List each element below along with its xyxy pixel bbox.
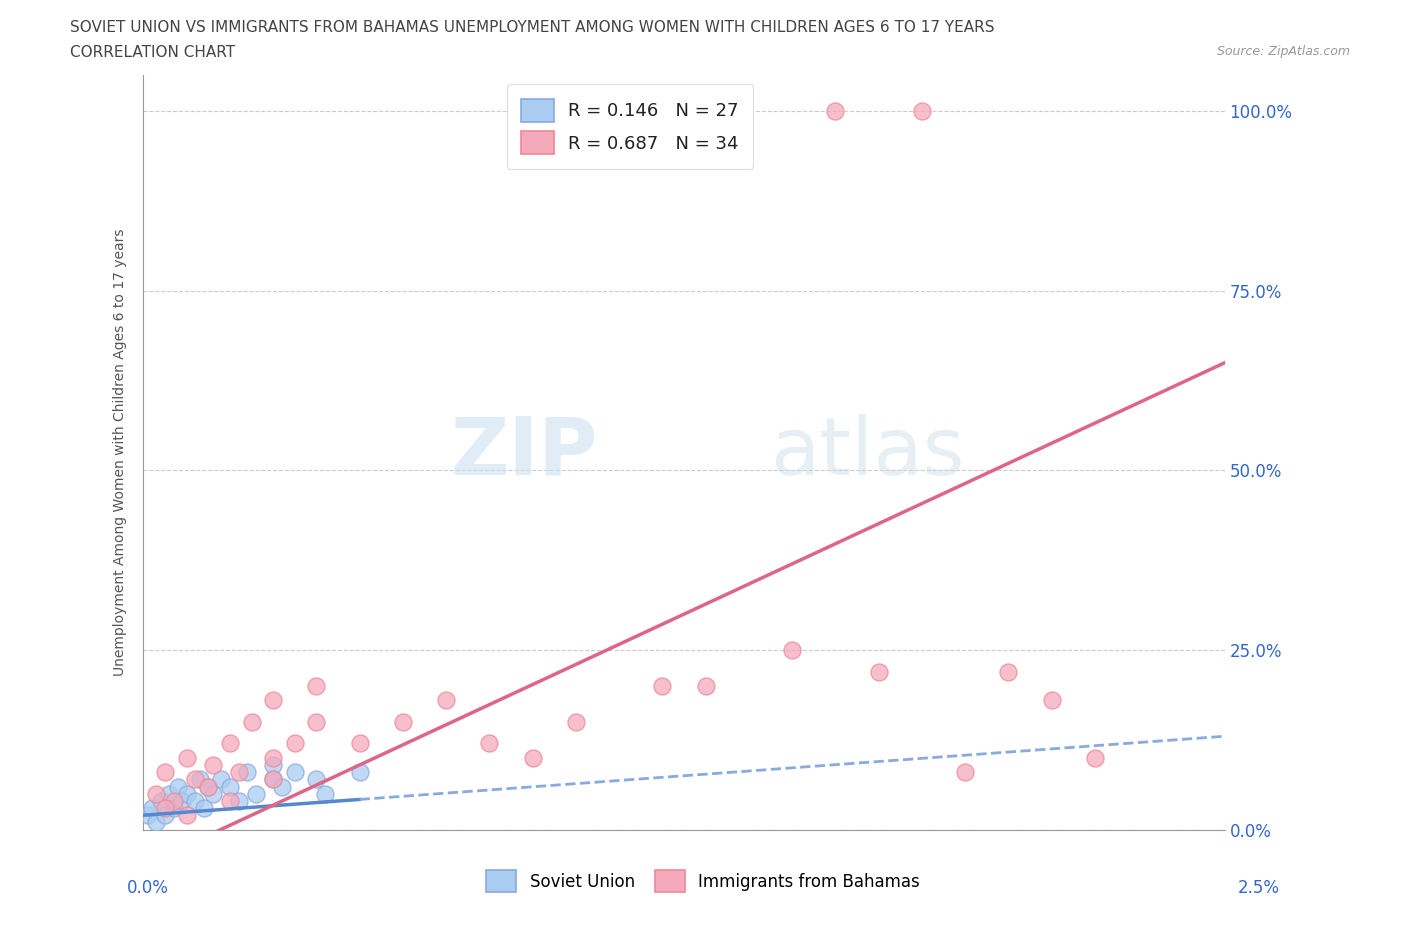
Point bbox=[262, 758, 284, 773]
Point bbox=[314, 786, 336, 801]
Point bbox=[284, 736, 307, 751]
Point bbox=[145, 786, 167, 801]
Y-axis label: Unemployment Among Women with Children Ages 6 to 17 years: Unemployment Among Women with Children A… bbox=[114, 229, 128, 676]
Point bbox=[219, 736, 242, 751]
Point bbox=[434, 693, 457, 708]
Point bbox=[911, 104, 934, 119]
Point bbox=[240, 714, 263, 729]
Text: ZIP: ZIP bbox=[450, 414, 598, 492]
Point bbox=[262, 772, 284, 787]
Point bbox=[228, 764, 250, 779]
Point bbox=[184, 772, 207, 787]
Point bbox=[197, 779, 219, 794]
Point bbox=[228, 793, 250, 808]
Point bbox=[201, 786, 224, 801]
Point bbox=[145, 815, 167, 830]
Point bbox=[172, 793, 194, 808]
Point bbox=[176, 751, 198, 765]
Point bbox=[695, 679, 717, 694]
Point bbox=[201, 758, 224, 773]
Text: 0.0%: 0.0% bbox=[127, 879, 169, 897]
Point bbox=[157, 786, 180, 801]
Point bbox=[997, 664, 1019, 679]
Text: atlas: atlas bbox=[770, 414, 965, 492]
Point bbox=[262, 751, 284, 765]
Legend: Soviet Union, Immigrants from Bahamas: Soviet Union, Immigrants from Bahamas bbox=[479, 864, 927, 898]
Point bbox=[176, 786, 198, 801]
Point bbox=[565, 714, 588, 729]
Point bbox=[349, 736, 371, 751]
Point bbox=[392, 714, 415, 729]
Point bbox=[236, 764, 259, 779]
Legend: R = 0.146   N = 27, R = 0.687   N = 34: R = 0.146 N = 27, R = 0.687 N = 34 bbox=[506, 85, 754, 169]
Point bbox=[163, 801, 186, 816]
Point bbox=[780, 643, 803, 658]
Point bbox=[193, 801, 215, 816]
Point bbox=[953, 764, 976, 779]
Point bbox=[262, 693, 284, 708]
Point bbox=[651, 679, 673, 694]
Point bbox=[176, 808, 198, 823]
Point bbox=[305, 714, 328, 729]
Text: CORRELATION CHART: CORRELATION CHART bbox=[70, 45, 235, 60]
Text: 2.5%: 2.5% bbox=[1237, 879, 1279, 897]
Point bbox=[197, 779, 219, 794]
Point bbox=[868, 664, 890, 679]
Point bbox=[522, 751, 544, 765]
Point bbox=[153, 764, 176, 779]
Point bbox=[262, 772, 284, 787]
Point bbox=[284, 764, 307, 779]
Text: SOVIET UNION VS IMMIGRANTS FROM BAHAMAS UNEMPLOYMENT AMONG WOMEN WITH CHILDREN A: SOVIET UNION VS IMMIGRANTS FROM BAHAMAS … bbox=[70, 20, 995, 35]
Point bbox=[188, 772, 211, 787]
Point bbox=[1040, 693, 1063, 708]
Point bbox=[153, 801, 176, 816]
Point bbox=[163, 793, 186, 808]
Point bbox=[167, 779, 190, 794]
Point bbox=[209, 772, 232, 787]
Point bbox=[136, 808, 159, 823]
Point bbox=[824, 104, 846, 119]
Point bbox=[149, 793, 172, 808]
Point bbox=[184, 793, 207, 808]
Text: Source: ZipAtlas.com: Source: ZipAtlas.com bbox=[1216, 45, 1350, 58]
Point bbox=[478, 736, 501, 751]
Point bbox=[305, 679, 328, 694]
Point bbox=[1084, 751, 1107, 765]
Point bbox=[153, 808, 176, 823]
Point bbox=[245, 786, 267, 801]
Point bbox=[219, 779, 242, 794]
Point bbox=[141, 801, 163, 816]
Point bbox=[349, 764, 371, 779]
Point bbox=[219, 793, 242, 808]
Point bbox=[270, 779, 292, 794]
Point bbox=[305, 772, 328, 787]
